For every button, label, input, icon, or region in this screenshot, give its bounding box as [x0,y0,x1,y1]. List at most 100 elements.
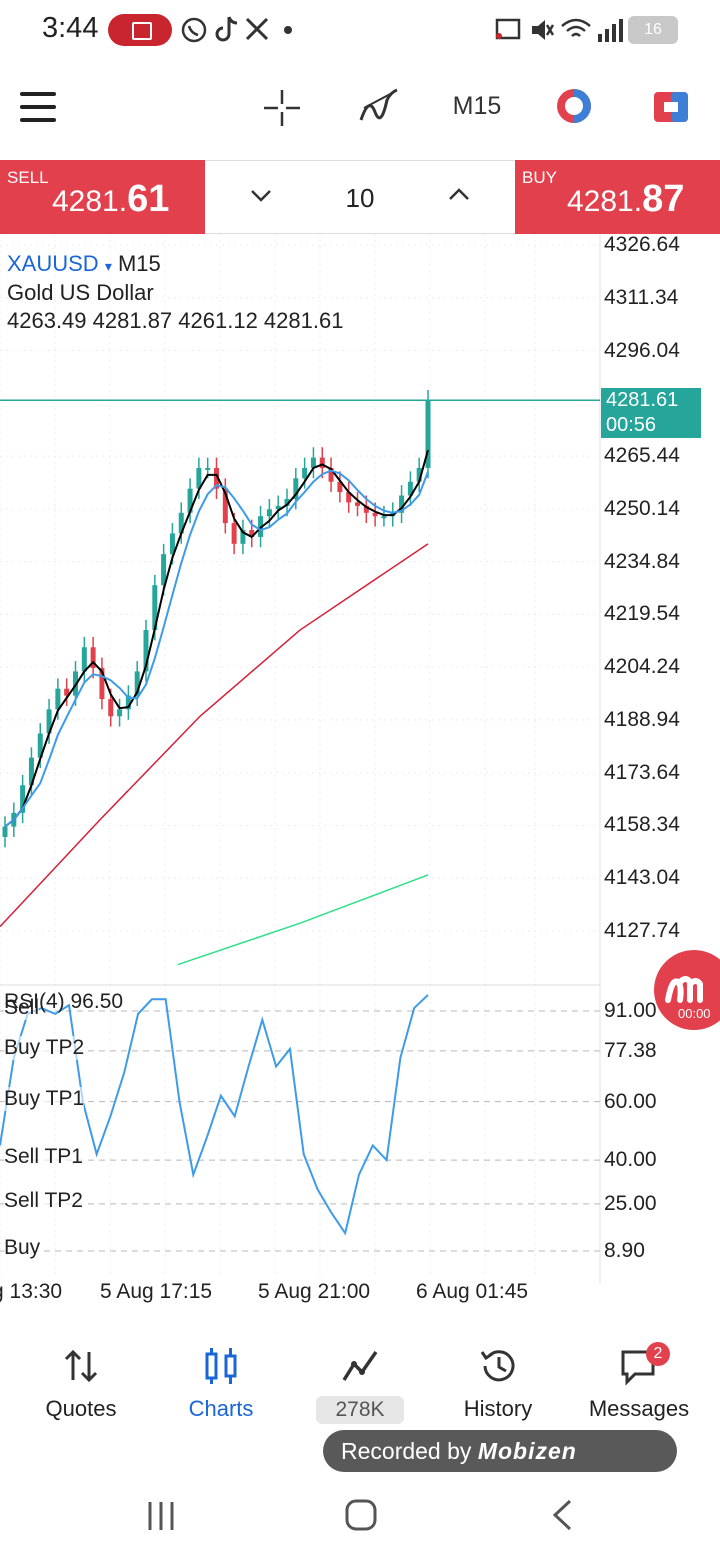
candle-body-18 [161,554,167,586]
rsi-title: RSI(4) 96.50 [4,990,124,1013]
candle-body-14 [125,695,131,710]
one-click-trading-icon[interactable] [554,86,594,126]
price-tick-0: 4326.64 [604,233,680,256]
mobizen-floating-button[interactable]: 00:00 [654,950,720,1030]
candle-body-30 [266,509,272,517]
candle-body-13 [117,709,123,717]
buy-button[interactable]: BUY 4281.87 [515,160,720,234]
chart-canvas [0,234,601,1284]
ma-fast-line [4,449,429,828]
price-tick-11: 4143.04 [604,866,680,890]
rsi-level-label-2: Buy TP1 [4,1086,85,1111]
volume-input[interactable]: 10 [345,183,375,213]
volume-decrease-icon[interactable] [249,187,273,205]
sell-button[interactable]: SELL 4281.61 [0,160,205,234]
recorded-brand: Mobizen [477,1438,577,1464]
tab-trade[interactable] [290,1340,430,1430]
rsi-tick-5: 8.90 [604,1239,645,1262]
tab-messages[interactable]: Messages [569,1340,709,1430]
candle-body-12 [108,699,114,717]
candle-body-20 [178,512,184,534]
candle-body-36 [319,457,325,468]
screen-record-icon [108,14,172,46]
candle-body-23 [205,467,211,470]
crosshair-icon[interactable] [262,88,302,128]
candle-body-7 [64,688,70,696]
candle-body-35 [310,457,316,468]
price-chart[interactable] [0,234,720,1329]
history-icon [480,1350,515,1382]
charts-icon [205,1348,237,1384]
candle-body-42 [372,512,378,517]
current-price-tag: 4281.61 00:56 [601,388,701,438]
candle-body-34 [302,467,308,479]
candle-body-41 [363,505,369,513]
rsi-level-label-3: Sell TP1 [4,1145,83,1170]
rsi-level-label-4: Sell TP2 [4,1188,83,1213]
back-icon[interactable] [550,1498,576,1532]
buy-label: BUY [522,168,557,187]
recorded-text: Recorded by [341,1438,472,1464]
candle-body-9 [81,647,87,672]
status-time: 3:44 [42,12,99,44]
sell-label: SELL [7,168,49,187]
buy-price: 4281.87 [567,178,685,220]
volume-increase-icon[interactable] [447,185,471,203]
tab-charts-label: Charts [188,1396,254,1421]
candle-body-0 [2,826,8,837]
time-tick-0: g 13:30 [0,1280,63,1303]
symbol-dropdown-icon[interactable]: ▾ [104,258,112,274]
candle-body-37 [328,467,334,482]
price-tick-7: 4204.24 [604,655,680,679]
trade-icon[interactable] [652,88,690,126]
recent-apps-icon[interactable] [146,1500,176,1532]
candle-body-3 [28,757,34,786]
indicators-icon[interactable] [358,86,400,128]
status-bar: 3:44 16 [0,0,720,62]
price-tick-1: 4311.34 [604,285,679,309]
candle-body-47 [416,467,422,482]
menu-icon[interactable] [20,92,56,122]
symbol-description: Gold US Dollar [7,280,154,305]
tab-charts[interactable]: Charts [151,1340,291,1430]
candle-body-48 [425,400,431,468]
candle-body-46 [407,481,413,496]
messages-badge: 2 [646,1342,670,1366]
whatsapp-icon [181,17,207,43]
tab-messages-label: Messages [588,1396,690,1421]
system-navigation [0,1480,720,1560]
mute-icon [532,20,555,40]
tab-history[interactable]: History [428,1340,568,1430]
candle-body-33 [293,478,299,499]
candle-body-32 [284,498,290,506]
rsi-level-label-1: Buy TP2 [4,1035,85,1060]
price-tick-5: 4234.84 [604,549,680,573]
mobizen-timer: 00:00 [678,1006,711,1021]
mobizen-icon [665,976,703,1003]
cast-icon [495,18,521,40]
battery-icon: 16 [628,16,678,44]
candle-body-4 [37,733,43,758]
timeframe-button[interactable]: M15 [452,92,502,120]
candle-body-19 [169,533,175,555]
tab-quotes[interactable]: Quotes [11,1340,151,1430]
dot-icon [284,26,292,34]
price-tick-10: 4158.34 [604,813,680,837]
rsi-level-label-0: Sell [4,996,40,1020]
candle-body-17 [152,585,158,631]
candle-body-15 [134,671,140,696]
price-tick-9: 4173.64 [604,760,680,784]
price-tick-8: 4188.94 [604,707,680,731]
rsi-tick-0: 91.00 [604,999,657,1022]
home-icon[interactable] [344,1498,378,1532]
time-tick-2: 5 Aug 21:00 [258,1280,371,1303]
price-tick-2: 4296.04 [604,338,680,362]
candle-body-22 [196,467,202,489]
candle-body-27 [240,530,246,544]
candle-body-25 [222,488,228,524]
symbol-header[interactable]: XAUUSD ▾ M15 [7,251,161,277]
signal-icon [598,19,623,42]
ma-slow-line [0,543,429,928]
candle-body-31 [275,505,281,510]
price-tick-12: 4127.74 [604,919,680,942]
